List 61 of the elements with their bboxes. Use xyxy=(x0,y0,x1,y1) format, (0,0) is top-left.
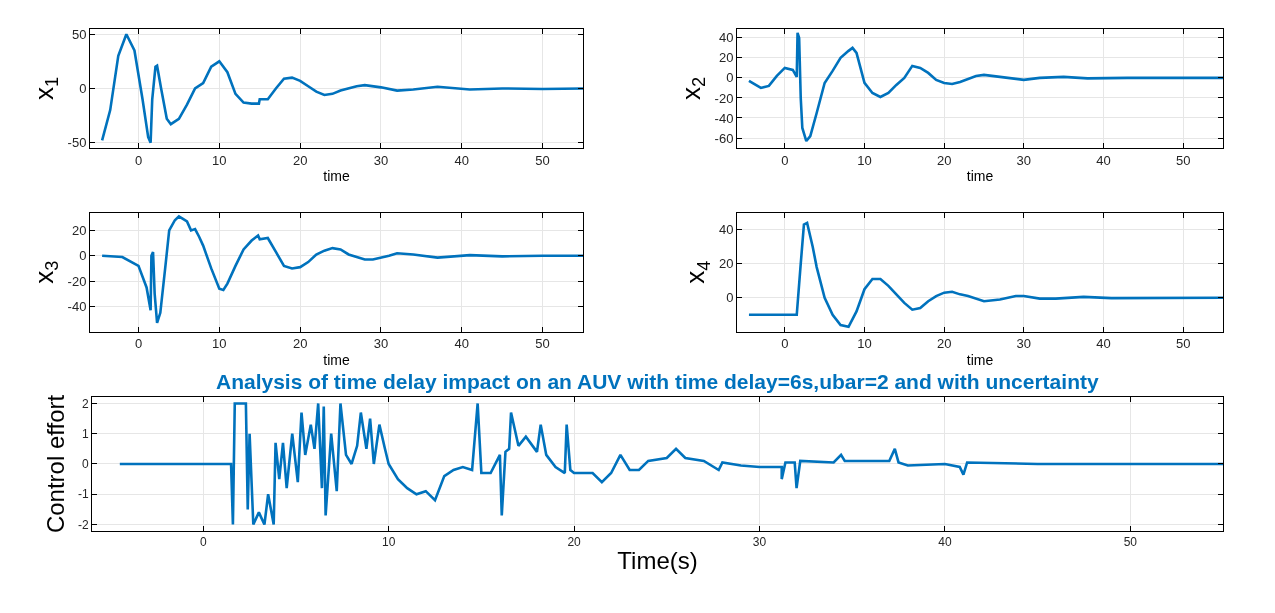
y-tick-label: -2 xyxy=(77,517,89,532)
x-tick-label: 50 xyxy=(1175,336,1191,352)
y-tick-label: -40 xyxy=(714,110,734,126)
y-tick-label: 2 xyxy=(81,396,89,411)
x-tick-label: 0 xyxy=(781,336,789,352)
x-tick-label: 30 xyxy=(752,534,767,549)
x-tick-label: 0 xyxy=(199,534,207,549)
x-tick-label: 10 xyxy=(857,152,872,168)
x-tick-label: 40 xyxy=(454,336,469,352)
x-tick-label: 20 xyxy=(936,152,952,168)
x-tick-label: 30 xyxy=(373,152,389,168)
x-tick-label: 50 xyxy=(1175,152,1191,168)
y-tick-label: 1 xyxy=(81,426,89,441)
y-tick-label: 20 xyxy=(71,222,87,238)
y-tick-label: 40 xyxy=(718,30,734,46)
x-tick-label: 10 xyxy=(212,336,227,352)
x-tick-label: 50 xyxy=(1123,534,1138,549)
y-tick-label: -20 xyxy=(714,90,734,106)
y-tick-label: -60 xyxy=(714,130,734,146)
x-tick-label: 20 xyxy=(936,336,952,352)
x-axis-title: time xyxy=(323,167,350,184)
y-tick-label: 0 xyxy=(79,248,87,264)
x-tick-label: 10 xyxy=(381,534,396,549)
y-tick-label: 50 xyxy=(71,26,87,42)
x-tick-label: 20 xyxy=(567,534,582,549)
x-tick-label: 30 xyxy=(373,336,389,352)
x-tick-label: 50 xyxy=(535,152,550,168)
y-tick-label: -40 xyxy=(67,299,87,315)
x-tick-label: 0 xyxy=(134,152,143,168)
y-tick-label: 0 xyxy=(81,457,89,472)
x-tick-label: 20 xyxy=(292,336,308,352)
x-axis-title: time xyxy=(966,167,994,184)
x-tick-label: 40 xyxy=(938,534,952,549)
y-tick-label: -50 xyxy=(67,135,87,151)
x-axis-title: Time(s) xyxy=(617,547,698,575)
x-tick-label: 40 xyxy=(1096,336,1111,352)
y-tick-label: 0 xyxy=(79,80,87,96)
chart-title: Analysis of time delay impact on an AUV with time delay=6s,ubar=2 and with uncertainty xyxy=(216,370,1099,393)
x-tick-label: 50 xyxy=(535,336,550,352)
x-tick-label: 40 xyxy=(1096,152,1111,168)
y-tick-label: -1 xyxy=(77,487,89,502)
x-tick-label: 30 xyxy=(1016,336,1032,352)
line-series xyxy=(100,215,583,325)
x-axis-title: time xyxy=(966,351,994,368)
y-axis-title: Control effort xyxy=(42,394,70,534)
y-tick-label: 40 xyxy=(718,222,734,238)
x-tick-label: 40 xyxy=(454,152,469,168)
line-series xyxy=(747,221,1223,329)
x-tick-label: 0 xyxy=(781,152,789,168)
x-tick-label: 10 xyxy=(857,336,872,352)
x-tick-label: 30 xyxy=(1016,152,1032,168)
x-axis-title: time xyxy=(323,351,350,368)
y-tick-label: 0 xyxy=(726,290,734,306)
y-tick-label: -20 xyxy=(67,273,87,289)
y-tick-label: 0 xyxy=(726,70,734,86)
x-tick-label: 20 xyxy=(292,152,308,168)
y-tick-label: 20 xyxy=(718,256,734,272)
x-tick-label: 10 xyxy=(212,152,227,168)
line-series xyxy=(100,32,583,144)
x-tick-label: 0 xyxy=(134,336,143,352)
y-tick-label: 20 xyxy=(718,50,734,66)
